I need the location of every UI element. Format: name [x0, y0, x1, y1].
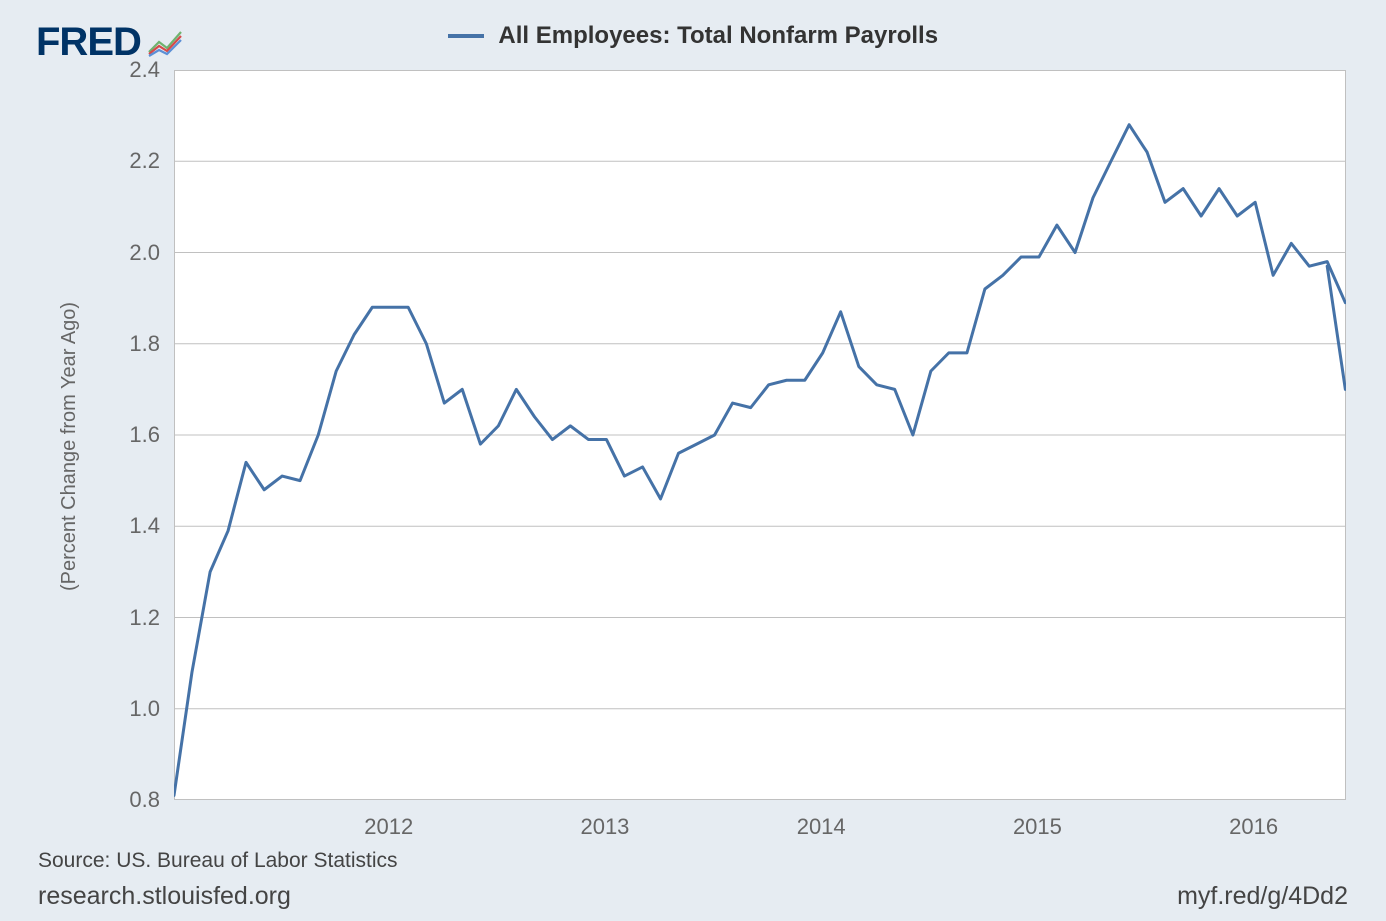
y-tick-label: 2.2 [129, 148, 160, 174]
y-tick-label: 2.4 [129, 57, 160, 83]
y-tick-label: 2.0 [129, 240, 160, 266]
x-tick-label: 2014 [797, 814, 846, 840]
y-tick-label: 1.0 [129, 696, 160, 722]
y-tick-label: 0.8 [129, 787, 160, 813]
plot-area [174, 70, 1346, 800]
x-tick-label: 2013 [580, 814, 629, 840]
chart-svg [174, 70, 1346, 800]
legend-swatch-icon [448, 34, 484, 38]
shortlink: myf.red/g/4Dd2 [1177, 882, 1348, 911]
y-axis-label: (Percent Change from Year Ago) [58, 302, 81, 591]
y-tick-label: 1.6 [129, 422, 160, 448]
x-tick-label: 2012 [364, 814, 413, 840]
source-line: Source: US. Bureau of Labor Statistics [38, 849, 398, 873]
footer: Source: US. Bureau of Labor Statistics r… [38, 843, 1348, 921]
x-tick-label: 2016 [1229, 814, 1278, 840]
x-tick-label: 2015 [1013, 814, 1062, 840]
site-line: research.stlouisfed.org [38, 882, 291, 911]
legend-label: All Employees: Total Nonfarm Payrolls [498, 22, 938, 49]
chart-frame: FRED All Employees: Total Nonfarm Payrol… [0, 0, 1386, 921]
y-tick-label: 1.2 [129, 605, 160, 631]
y-tick-label: 1.8 [129, 331, 160, 357]
y-tick-label: 1.4 [129, 513, 160, 539]
legend: All Employees: Total Nonfarm Payrolls [0, 22, 1386, 50]
